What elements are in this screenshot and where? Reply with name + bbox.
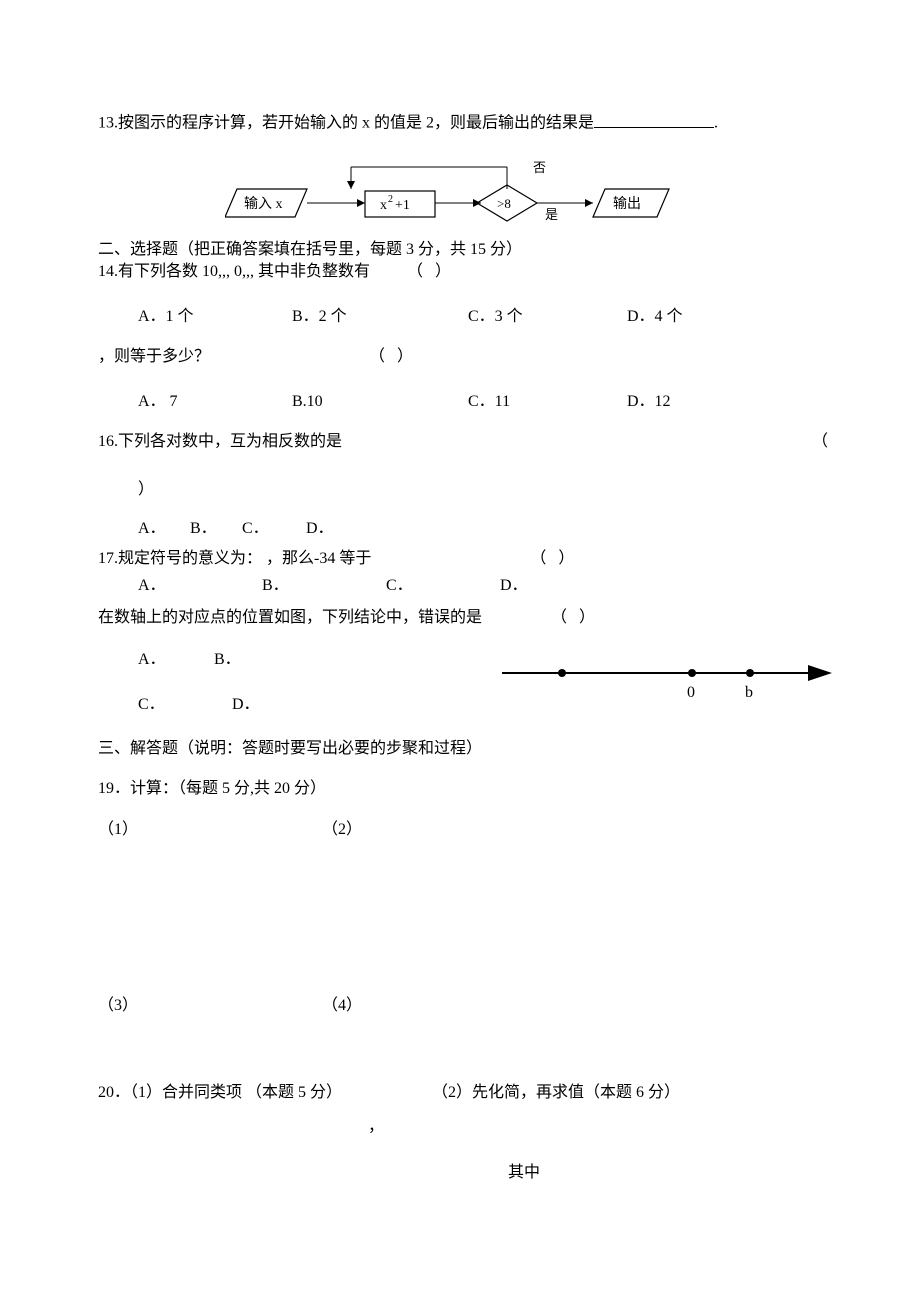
q15-line: ，则等于多少？	[98, 346, 822, 368]
q14-B: B．2 个	[292, 306, 464, 328]
q20-comma: ，	[98, 1116, 822, 1138]
q13-text-b: .	[714, 115, 718, 132]
q16-D: D．	[306, 518, 334, 540]
svg-text:是: 是	[545, 207, 558, 222]
q15-text: ，则等于多少？	[98, 348, 210, 365]
q20-right: （2）先化简，再求值（本题 6 分）	[432, 1082, 680, 1104]
q18-choices-row1: A． B．	[98, 649, 241, 671]
q19-title: 19．计算：（每题 5 分,共 20 分）	[98, 778, 822, 800]
q16-B: B．	[190, 518, 238, 540]
q18-row: A． B． 0 b C． D．	[98, 649, 822, 716]
q18-paren	[530, 607, 616, 629]
q17-A: A．	[138, 575, 258, 597]
q15-choices: A． 7 B.10 C．11 D．12	[98, 391, 822, 413]
q20-left: 20．（1）合并同类项 （本题 5 分）	[98, 1082, 428, 1104]
q14-choices: A．1 个 B．2 个 C．3 个 D．4 个	[98, 306, 822, 328]
svg-text:2: 2	[388, 194, 393, 205]
svg-text:b: b	[745, 684, 753, 701]
svg-text:否: 否	[533, 161, 546, 175]
q16-paren-close: ）	[98, 479, 822, 501]
q14-A: A．1 个	[138, 306, 288, 328]
q15-B: B.10	[292, 391, 464, 413]
q16-choices: A． B． C． D．	[98, 518, 822, 540]
q15-A: A． 7	[138, 391, 288, 413]
q14-C: C．3 个	[468, 306, 623, 328]
q18-B: B．	[214, 649, 241, 671]
q20-qizhong: 其中	[98, 1162, 822, 1184]
q15-D: D．12	[627, 391, 671, 413]
q16-line: 16.下列各对数中，互为相反数的是 （	[98, 431, 822, 453]
q18-A: A．	[138, 649, 210, 671]
number-line: 0 b	[502, 657, 832, 703]
q18-line: 在数轴上的对应点的位置如图，下列结论中，错误的是	[98, 607, 822, 629]
q16-A: A．	[138, 518, 186, 540]
q17-paren	[509, 548, 595, 570]
q14-paren	[386, 261, 472, 283]
q14-D: D．4 个	[627, 306, 683, 328]
q16-text: 16.下列各对数中，互为相反数的是	[98, 433, 342, 450]
q18-D: D．	[232, 694, 260, 716]
section-3-title: 三、解答题（说明：答题时要写出必要的步聚和过程）	[98, 738, 822, 760]
q14-line: 14.有下列各数 10,,, 0,,, 其中非负整数有	[98, 261, 822, 283]
svg-text:>8: >8	[497, 196, 511, 211]
q13-num: 13.	[98, 115, 118, 132]
q19-workspace-1	[98, 857, 822, 977]
q17-choices: A． B． C． D．	[98, 575, 822, 597]
q19-2: （2）	[322, 821, 362, 838]
q20: 20．（1）合并同类项 （本题 5 分） （2）先化简，再求值（本题 6 分）	[98, 1082, 822, 1104]
q17-line: 17.规定符号的意义为： ，那么-34 等于	[98, 548, 822, 570]
q14-text: 14.有下列各数 10,,, 0,,, 其中非负整数有	[98, 263, 370, 280]
q19-1: （1）	[98, 819, 318, 841]
q13-blank	[594, 110, 714, 128]
q15-paren	[348, 346, 434, 368]
q13-flowchart: 否 输入 x x 2 +1 >8 是 输出	[98, 161, 822, 233]
q18-C: C．	[138, 694, 228, 716]
svg-text:输入 x: 输入 x	[244, 196, 283, 212]
q16-C: C．	[242, 518, 302, 540]
svg-text:+1: +1	[395, 198, 410, 213]
q18-text: 在数轴上的对应点的位置如图，下列结论中，错误的是	[98, 609, 482, 626]
q17-B: B．	[262, 575, 382, 597]
q19-subparts: （1） （2） （3） （4）	[98, 819, 822, 1074]
q19-3: （3）	[98, 995, 318, 1017]
q17-C: C．	[386, 575, 496, 597]
svg-text:0: 0	[687, 684, 695, 701]
q17-text: 17.规定符号的意义为： ，那么-34 等于	[98, 550, 371, 567]
svg-text:x: x	[380, 198, 387, 213]
svg-text:输出: 输出	[613, 196, 641, 212]
section-2-title: 二、选择题（把正确答案填在括号里，每题 3 分，共 15 分）	[98, 239, 822, 261]
q13-line: 13.按图示的程序计算，若开始输入的 x 的值是 2，则最后输出的结果是.	[98, 110, 822, 135]
q19-4: （4）	[322, 997, 362, 1014]
q13-text-a: 按图示的程序计算，若开始输入的 x 的值是 2，则最后输出的结果是	[118, 115, 594, 132]
q19-workspace-2	[98, 1034, 822, 1074]
q17-D: D．	[500, 575, 528, 597]
q15-C: C．11	[468, 391, 623, 413]
